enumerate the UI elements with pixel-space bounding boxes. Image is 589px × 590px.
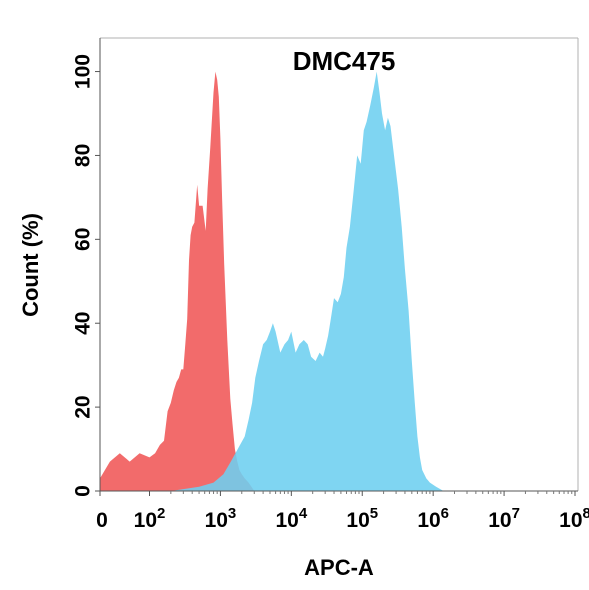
y-tick-label: 20	[71, 395, 94, 418]
tick-marks: 0 20 40 60 80 100 0 102 103 104 105 106 107 108	[71, 54, 589, 532]
x-axis-title: APC-A	[304, 555, 374, 580]
x-tick-label: 106	[417, 505, 449, 532]
histogram-series-2	[100, 71, 444, 491]
histogram-series-layer	[100, 71, 444, 491]
histogram-series-1	[100, 71, 255, 491]
y-tick-label: 0	[71, 485, 94, 497]
x-tick-label: 108	[559, 505, 589, 532]
x-tick-label: 104	[275, 505, 307, 532]
y-axis-title: Count (%)	[18, 213, 43, 317]
axes	[99, 37, 579, 492]
y-tick-label: 80	[71, 144, 94, 167]
y-tick-label: 100	[71, 54, 94, 89]
y-tick-label: 40	[71, 312, 94, 335]
x-tick-label: 0	[96, 509, 108, 532]
x-tick-label: 105	[346, 505, 378, 532]
chart-title: DMC475	[293, 46, 396, 76]
x-tick-label: 107	[488, 505, 520, 532]
x-tick-label: 102	[134, 505, 166, 532]
y-tick-label: 60	[71, 228, 94, 251]
x-tick-label: 103	[205, 505, 237, 532]
